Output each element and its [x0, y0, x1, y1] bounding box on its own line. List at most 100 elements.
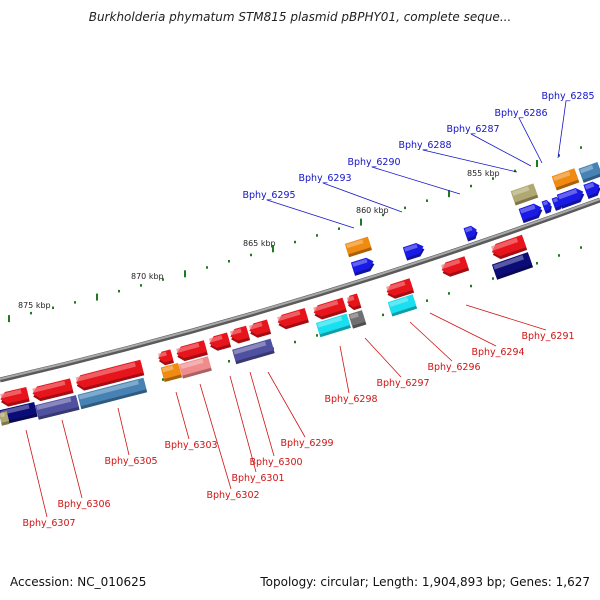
tick-mark — [470, 284, 472, 288]
gene-block-body — [249, 319, 271, 335]
forward-leader-line — [518, 117, 543, 164]
reverse-gene-block — [441, 256, 470, 277]
reverse-gene-block — [35, 395, 80, 420]
gene-block-body — [230, 325, 250, 341]
reverse-gene-block — [232, 338, 275, 365]
reverse-gene-block — [229, 325, 251, 344]
gene-block-body — [158, 349, 174, 363]
reverse-gene-block — [315, 313, 351, 338]
gene-block-body — [518, 203, 542, 221]
gene-block-highlight — [346, 239, 364, 249]
tick-mark — [228, 360, 230, 363]
gene-block-body — [386, 278, 414, 296]
reverse-leader-line — [429, 312, 497, 347]
reverse-gene-block — [208, 332, 232, 351]
forward-gene-block — [551, 168, 580, 191]
kbp-markers-layer: 875 kbp 870 kbp 865 kbp 860 kbp 855 kbp — [18, 169, 500, 310]
forward-leader-line — [557, 100, 567, 159]
gene-block-body — [441, 256, 469, 274]
gene-block-body — [160, 362, 182, 380]
reverse-leader-line — [61, 419, 83, 499]
gene-block-highlight — [32, 380, 66, 393]
forward-gene-block — [350, 257, 375, 276]
gene-block-highlight — [464, 226, 473, 233]
forward-gene-block — [518, 203, 543, 224]
gene-block-highlight — [552, 171, 571, 181]
gene-block-highlight — [313, 300, 339, 312]
gene-block-highlight — [248, 322, 263, 330]
gene-label-bphy-6294: Bphy_6294 — [471, 347, 524, 358]
gene-label-bphy-6291: Bphy_6291 — [521, 331, 574, 342]
reverse-gene-block — [348, 310, 367, 329]
gene-label-bphy-6288: Bphy_6288 — [398, 140, 451, 151]
tick-mark — [580, 146, 582, 149]
gene-block-highlight — [552, 197, 558, 203]
gene-block-body — [510, 183, 538, 203]
forward-gene-block — [541, 199, 552, 214]
tick-mark — [294, 240, 296, 244]
tick-mark — [580, 246, 582, 249]
tick-mark — [536, 262, 538, 265]
gene-label-bphy-6301: Bphy_6301 — [231, 473, 284, 484]
gene-block-body — [176, 340, 208, 359]
gene-block-highlight — [0, 404, 30, 416]
tick-mark — [206, 266, 208, 269]
tick-mark — [492, 177, 494, 180]
gene-block-body — [350, 257, 374, 274]
gene-block-highlight — [389, 297, 409, 307]
gene-block-highlight — [349, 312, 359, 320]
reverse-gene-block — [491, 252, 534, 280]
gene-label-bphy-6303: Bphy_6303 — [164, 440, 217, 451]
reverse-gene-block — [346, 293, 362, 311]
gene-block-highlight — [317, 316, 343, 328]
tick-mark — [470, 184, 472, 188]
gene-block-highlight — [441, 259, 461, 270]
gene-block-highlight — [229, 328, 242, 336]
reverse-leader-line — [339, 345, 350, 394]
gene-label-bphy-6286: Bphy_6286 — [494, 108, 547, 119]
tick-mark — [558, 254, 560, 257]
reverse-gene-block — [178, 356, 212, 379]
gene-features-layer — [0, 161, 600, 426]
tick-mark — [30, 311, 32, 315]
reverse-leader-line — [117, 407, 130, 456]
tick-mark — [228, 260, 230, 263]
reverse-gene-block — [32, 378, 74, 402]
reverse-leader-line — [175, 391, 190, 440]
reverse-gene-block — [77, 377, 148, 410]
kbp-marker-label: 870 kbp — [131, 272, 164, 281]
gene-block-highlight — [404, 243, 418, 252]
gene-block-body — [178, 356, 212, 376]
gene-block-highlight — [0, 412, 6, 418]
forward-gene-block — [510, 183, 539, 206]
gene-labels-layer: Bphy_6285 Bphy_6286 Bphy_6287 Bphy_6288 Bphy… — [22, 91, 594, 529]
gene-block-highlight — [346, 295, 355, 302]
reverse-gene-block — [0, 411, 10, 426]
forward-gene-block — [491, 234, 528, 260]
backbone-highlight — [0, 198, 600, 380]
tick-mark — [514, 169, 516, 173]
tick-mark — [74, 301, 76, 304]
gene-block-highlight — [542, 200, 548, 206]
tick-mark — [118, 289, 120, 293]
gene-block-body — [344, 236, 372, 255]
gene-block-body — [209, 332, 231, 348]
gene-label-bphy-6298: Bphy_6298 — [324, 394, 377, 405]
gene-block-highlight — [277, 310, 301, 322]
gene-label-bphy-6307: Bphy_6307 — [22, 518, 75, 529]
gene-block-body — [551, 168, 579, 188]
gene-block-highlight — [233, 341, 267, 355]
tick-mark — [52, 306, 54, 310]
reverse-gene-block — [0, 402, 38, 425]
reverse-leader-line — [229, 375, 257, 473]
tick-mark — [426, 299, 428, 302]
reverse-gene-block — [176, 340, 208, 362]
gene-block-highlight — [208, 335, 223, 343]
tick-mark — [492, 277, 494, 280]
reverse-gene-block — [386, 278, 415, 299]
gene-block-highlight — [386, 281, 406, 291]
forward-gene-block — [463, 225, 478, 242]
reverse-gene-block — [75, 359, 145, 391]
gene-label-bphy-6295: Bphy_6295 — [242, 190, 295, 201]
